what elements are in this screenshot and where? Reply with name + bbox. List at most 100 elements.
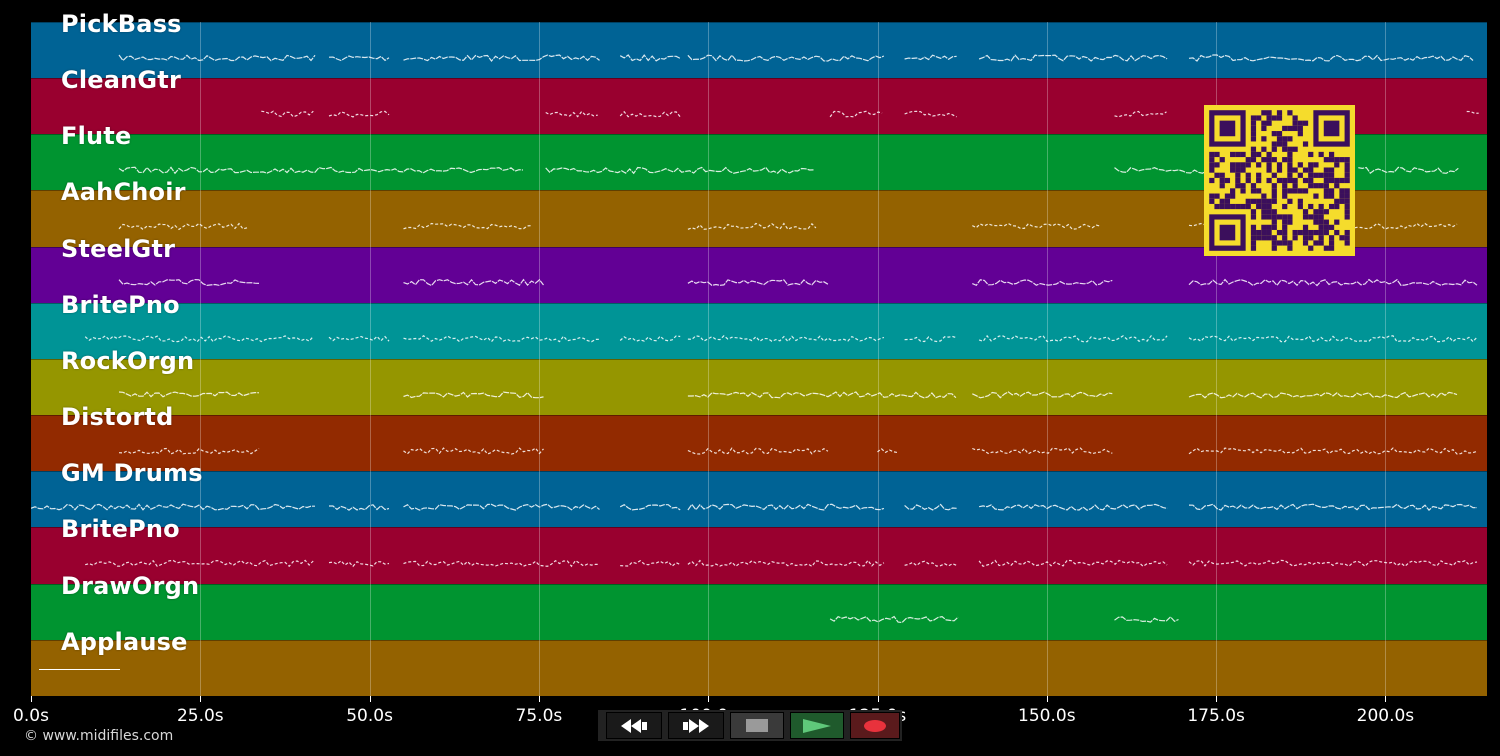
note-segment xyxy=(403,222,532,230)
note-segment xyxy=(545,166,814,175)
tick-mark xyxy=(538,696,540,702)
note-segment xyxy=(84,335,314,343)
rewind-icon xyxy=(621,718,647,733)
track-label: RockOrgn xyxy=(61,346,195,375)
note-segment xyxy=(118,222,248,231)
note-segment xyxy=(1188,391,1458,399)
note-segment xyxy=(904,335,957,343)
track-label: Applause xyxy=(61,627,188,656)
tick-mark xyxy=(1216,696,1218,702)
note-segment xyxy=(1188,447,1478,455)
rewind-button[interactable] xyxy=(606,712,662,739)
note-segment xyxy=(328,55,390,62)
track-lane: DrawOrgn xyxy=(31,572,1487,641)
stop-button[interactable] xyxy=(730,712,784,739)
note-segment xyxy=(978,334,1168,343)
note-segment xyxy=(1188,335,1478,343)
note-segment xyxy=(687,391,957,399)
note-segment xyxy=(31,503,315,511)
note-segment xyxy=(118,166,524,175)
track-lane: GM Drums xyxy=(31,459,1487,528)
note-segment xyxy=(545,110,598,118)
note-segment xyxy=(118,391,260,398)
track-label: Flute xyxy=(61,122,132,151)
note-segment xyxy=(261,110,314,118)
note-segment xyxy=(328,110,390,118)
note-segment xyxy=(829,110,883,118)
note-segment xyxy=(687,54,885,62)
tick-mark xyxy=(1046,696,1048,702)
copyright-text: © www.midifiles.com xyxy=(24,728,174,744)
note-segment xyxy=(619,335,681,342)
note-segment xyxy=(403,335,600,343)
note-segment xyxy=(403,559,600,568)
note-segment xyxy=(972,447,1113,455)
tick-label: 25.0s xyxy=(176,706,224,726)
note-segment xyxy=(1114,110,1167,118)
note-segment xyxy=(972,391,1113,399)
tick-label: 0.0s xyxy=(13,706,49,726)
note-segment xyxy=(619,110,681,118)
track-label: DrawOrgn xyxy=(61,571,200,600)
track-lane: Applause xyxy=(31,628,1487,697)
tick-label: 175.0s xyxy=(1187,706,1245,726)
qr-code xyxy=(1204,105,1355,256)
tick-mark xyxy=(31,696,32,702)
note-segment xyxy=(1188,559,1478,568)
track-label: GM Drums xyxy=(61,459,203,488)
note-segment xyxy=(904,503,957,511)
note-segment xyxy=(1188,54,1474,62)
tick-mark xyxy=(1385,696,1387,702)
note-segment xyxy=(85,559,314,568)
note-segment xyxy=(904,560,957,567)
play-button[interactable] xyxy=(790,712,844,739)
note-segment xyxy=(978,54,1168,62)
note-segment xyxy=(687,279,829,287)
track-lane: RockOrgn xyxy=(31,347,1487,416)
tick-mark xyxy=(369,696,371,702)
tick-mark xyxy=(200,696,202,702)
note-segment xyxy=(619,503,681,511)
applause-note xyxy=(39,669,120,670)
note-segment xyxy=(118,278,260,287)
track-label: BritePno xyxy=(61,515,180,544)
tick-label: 75.0s xyxy=(515,706,563,726)
note-segment xyxy=(329,504,390,511)
fast-forward-button[interactable] xyxy=(668,712,724,739)
note-segment xyxy=(403,278,544,287)
note-segment xyxy=(829,615,959,624)
note-segment xyxy=(118,447,260,455)
note-segment xyxy=(978,503,1168,511)
note-segment xyxy=(904,110,957,118)
note-segment xyxy=(403,391,544,399)
tick-label: 200.0s xyxy=(1356,706,1415,726)
tick-mark xyxy=(877,696,879,702)
track-label: PickBass xyxy=(61,10,182,38)
note-segment xyxy=(619,54,681,62)
note-segment xyxy=(328,559,390,568)
note-segment xyxy=(972,279,1113,287)
record-button[interactable] xyxy=(850,712,900,739)
track-label: CleanGtr xyxy=(61,66,182,95)
note-segment xyxy=(972,222,1101,230)
note-segment xyxy=(1188,278,1478,287)
track-label: BritePno xyxy=(61,290,180,319)
track-lane: Distortd xyxy=(31,403,1487,472)
note-segment xyxy=(328,335,390,342)
track-lane: BritePno xyxy=(31,515,1487,584)
note-segment xyxy=(687,559,885,568)
note-segment xyxy=(877,448,898,454)
track-label: AahChoir xyxy=(61,178,186,207)
note-segment xyxy=(403,447,544,455)
note-segment xyxy=(1466,110,1479,114)
track-lane: BritePno xyxy=(31,291,1487,360)
note-segment xyxy=(1188,503,1478,511)
record-icon xyxy=(864,719,886,732)
play-icon xyxy=(803,718,831,733)
note-segment xyxy=(687,447,829,455)
note-segment xyxy=(620,559,681,567)
stop-icon xyxy=(746,719,768,732)
note-segment xyxy=(687,503,885,511)
tick-label: 50.0s xyxy=(346,706,393,726)
